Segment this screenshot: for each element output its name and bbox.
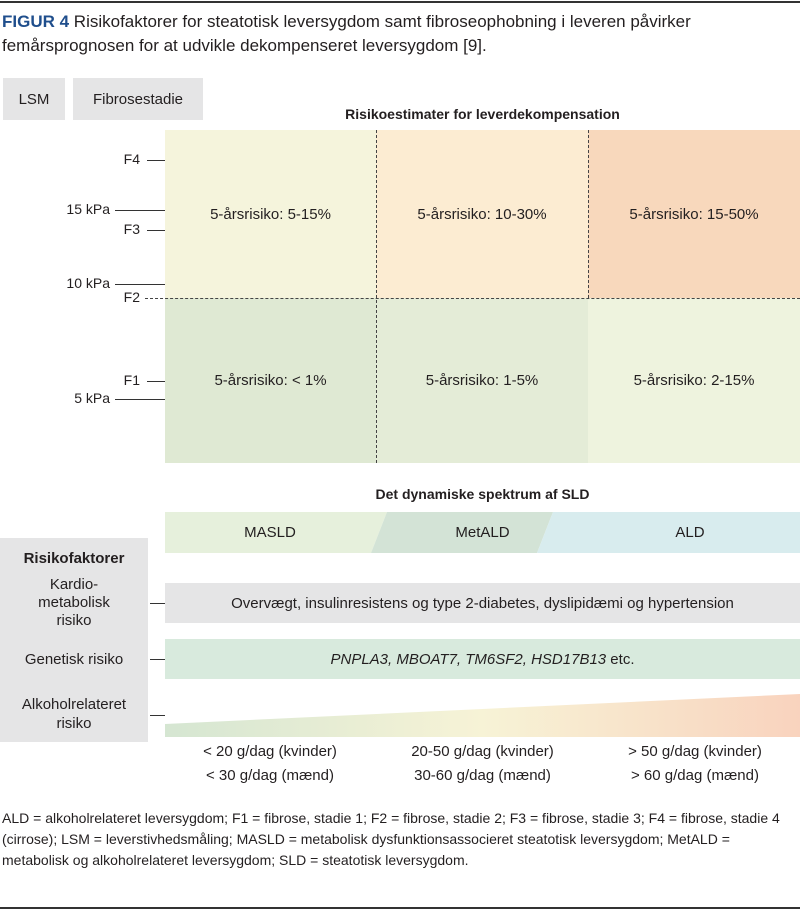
level-men: > 60 g/dag (mænd) (631, 767, 759, 784)
masld-segment (165, 512, 387, 553)
kpa10-label: 10 kPa (66, 275, 110, 291)
ald-label: ALD (675, 523, 705, 541)
alcohol-level-high: > 50 g/dag (kvinder) > 60 g/dag (mænd) (590, 740, 800, 788)
risk-cell: 5-årsrisiko: 2-15% (588, 298, 800, 463)
divider-h (145, 298, 800, 299)
masld-label: MASLD (244, 523, 296, 541)
caption-text: Risikofaktorer for steatotisk leversygdo… (2, 12, 691, 55)
level-women: < 20 g/dag (kvinder) (203, 743, 337, 760)
figure-label: FIGUR 4 (2, 12, 70, 31)
gene-etc: etc. (606, 650, 635, 668)
level-women: > 50 g/dag (kvinder) (628, 743, 762, 760)
divider-v (588, 130, 589, 298)
risk-cell: 5-årsrisiko: 1-5% (376, 298, 588, 463)
tick (150, 659, 165, 660)
f4-label: F4 (123, 151, 140, 167)
metald-segment (371, 512, 553, 553)
f1-label: F1 (123, 372, 140, 388)
metald-label: MetALD (455, 523, 510, 541)
lsm-header: LSM (3, 78, 65, 120)
ald-segment (537, 512, 800, 553)
fibrosis-header: Fibrosestadie (73, 78, 203, 120)
level-men: 30-60 g/dag (mænd) (414, 767, 551, 784)
tick (150, 715, 165, 716)
grid-title: Risikoestimater for leverdekompensation (345, 106, 620, 122)
tick (115, 284, 165, 285)
risk-cell: 5-årsrisiko: 15-50% (588, 130, 800, 298)
kardio-band: Overvægt, insulinresistens og type 2-dia… (165, 583, 800, 623)
genetic-label: Genetisk risiko (24, 651, 124, 668)
footnote: ALD = alkoholrelateret leversygdom; F1 =… (2, 810, 780, 868)
alcohol-level-mid: 20-50 g/dag (kvinder) 30-60 g/dag (mænd) (375, 740, 590, 788)
genetic-band: PNPLA3, MBOAT7, TM6SF2, HSD17B13 etc. (165, 639, 800, 679)
kardio-label: Kardio- metabolisk risiko (38, 576, 110, 629)
risk-title: Risikofaktorer (23, 550, 125, 567)
level-women: 20-50 g/dag (kvinder) (411, 743, 554, 760)
figure-caption: FIGUR 4 Risikofaktorer for steatotisk le… (2, 10, 798, 58)
spectrum-title: Det dynamiske spektrum af SLD (375, 486, 590, 502)
kpa5-label: 5 kPa (74, 390, 110, 406)
spectrum-band (165, 512, 800, 553)
level-men: < 30 g/dag (mænd) (206, 767, 334, 784)
risk-cell: 5-årsrisiko: 5-15% (165, 130, 376, 298)
top-rule (0, 1, 800, 3)
tick (115, 399, 165, 400)
tick (115, 210, 165, 211)
risk-cell: 5-årsrisiko: 10-30% (376, 130, 588, 298)
alcohol-label: Alkoholrelateret risiko (21, 696, 127, 732)
tick (150, 603, 165, 604)
tick (147, 381, 165, 382)
alcohol-level-low: < 20 g/dag (kvinder) < 30 g/dag (mænd) (165, 740, 375, 788)
alcohol-gradient (165, 694, 800, 737)
kpa15-label: 15 kPa (66, 201, 110, 217)
bottom-rule (0, 907, 800, 909)
divider-v (376, 130, 377, 463)
tick (147, 230, 165, 231)
risk-cell: 5-årsrisiko: < 1% (165, 298, 376, 463)
gene-list: PNPLA3, MBOAT7, TM6SF2, HSD17B13 (330, 650, 607, 668)
tick (147, 160, 165, 161)
f3-label: F3 (123, 221, 140, 237)
f2-label: F2 (123, 289, 140, 305)
risk-factor-panel (0, 538, 148, 742)
